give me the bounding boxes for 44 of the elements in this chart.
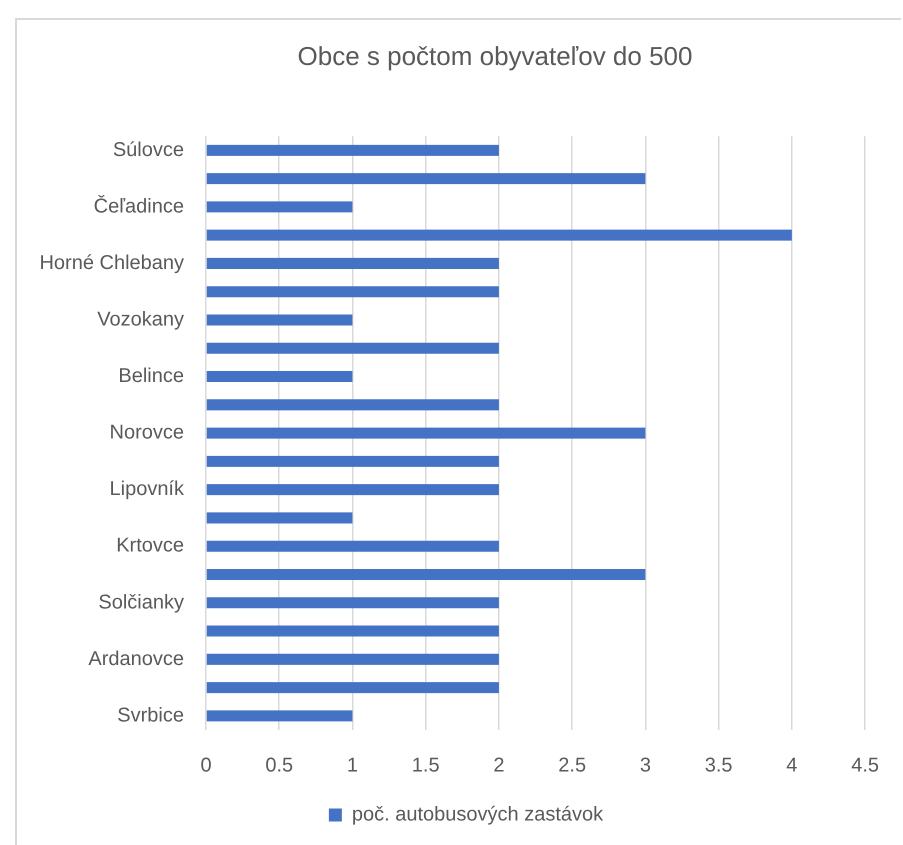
bar (206, 144, 499, 156)
bar (206, 342, 499, 354)
chart-title: Obce s počtom obyvateľov do 500 (298, 40, 692, 71)
x-tick-label: 3.5 (704, 754, 733, 777)
bar (206, 682, 499, 694)
y-tick-label: Horné Chlebany (39, 252, 184, 274)
bar (206, 173, 646, 184)
bar (206, 399, 499, 410)
y-tick-label: Súlovce (112, 138, 184, 161)
x-tick-label: 0 (200, 754, 212, 777)
y-tick-label: Lipovník (110, 478, 185, 500)
bar (206, 314, 352, 326)
bar (206, 654, 499, 665)
y-tick-label: Čeľadince (94, 194, 184, 218)
bar (206, 428, 646, 439)
bar (206, 484, 499, 496)
y-tick-label: Krtovce (116, 534, 184, 557)
bar (206, 456, 499, 467)
bar (206, 710, 352, 722)
y-tick-label: Svrbice (117, 704, 184, 726)
y-tick-label: Ardanovce (88, 648, 184, 670)
bar (206, 201, 352, 212)
x-tick-label: 1.5 (412, 754, 440, 777)
bar (206, 286, 499, 298)
x-tick-label: 1 (346, 754, 358, 777)
x-tick-label: 4.5 (851, 754, 880, 777)
bar (206, 597, 499, 608)
legend-label: poč. autobusových zastávok (352, 804, 604, 826)
x-tick-label: 0.5 (265, 754, 294, 777)
bar (206, 258, 499, 269)
x-tick-label: 3 (640, 754, 651, 777)
x-tick-label: 4 (786, 754, 798, 777)
bar (206, 540, 499, 552)
x-tick-label: 2 (493, 754, 504, 777)
y-tick-label: Solčianky (98, 591, 184, 614)
y-tick-label: Vozokany (97, 308, 184, 331)
bar (206, 230, 792, 241)
bar (206, 371, 352, 382)
x-tick-label: 2.5 (558, 754, 586, 777)
bar (206, 568, 646, 580)
bar (206, 512, 352, 524)
y-tick-label: Norovce (110, 422, 184, 444)
bar (206, 626, 499, 637)
y-tick-label: Belince (118, 365, 184, 388)
